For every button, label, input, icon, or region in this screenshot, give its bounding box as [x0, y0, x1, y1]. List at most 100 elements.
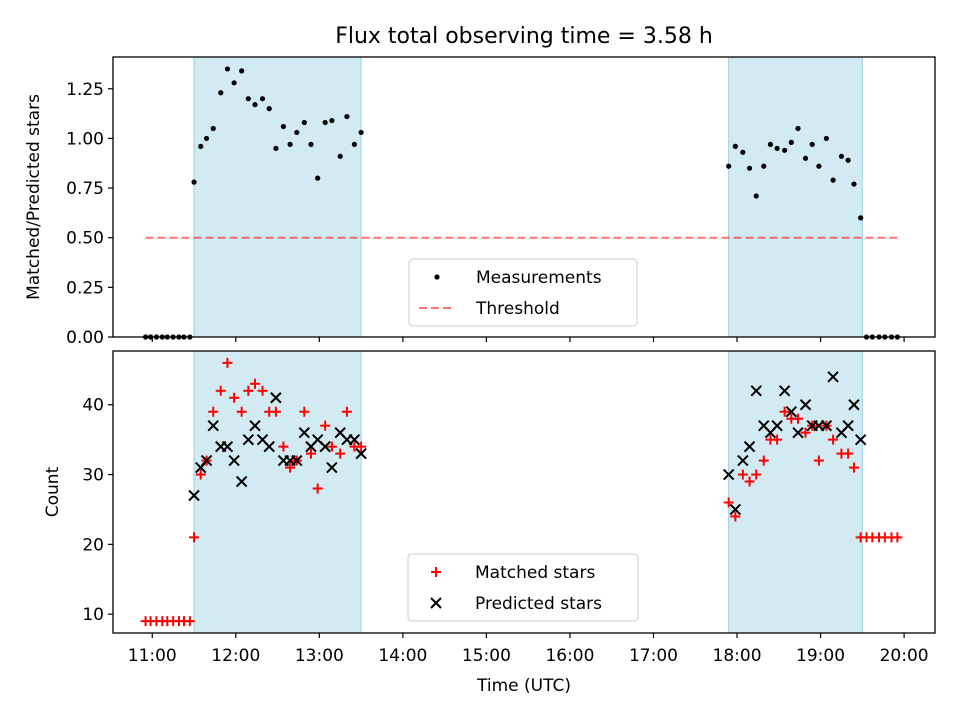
- marker-stroke: [792, 426, 804, 439]
- matched-star-marker: [215, 385, 226, 396]
- measurement-point: [753, 193, 759, 199]
- predicted-star-marker: [729, 503, 742, 516]
- predicted-star-marker: [778, 385, 791, 397]
- axes-frame: [112, 56, 936, 338]
- marker-stroke: [207, 419, 219, 432]
- marker-stroke: [242, 433, 255, 446]
- measurement-point: [782, 147, 788, 153]
- matched-star-marker: [326, 441, 337, 452]
- measurement-point: [726, 163, 732, 169]
- marker-stroke: [771, 419, 783, 432]
- predicted-star-marker: [792, 426, 804, 439]
- y-axis-label: Matched/Predicted stars: [24, 94, 44, 300]
- matched-star-marker: [222, 357, 233, 368]
- predicted-star-marker: [842, 419, 854, 432]
- predicted-star-marker: [848, 399, 860, 411]
- marker-stroke: [729, 503, 742, 516]
- measurement-point: [218, 90, 224, 96]
- measurement-point: [823, 135, 830, 142]
- marker-stroke: [737, 454, 749, 467]
- marker-stroke: [355, 447, 367, 460]
- matched-star-marker: [335, 448, 346, 459]
- y-tick-label: 20: [82, 535, 104, 555]
- matched-star-marker: [737, 469, 748, 480]
- marker-stroke: [758, 419, 770, 432]
- measurement-point: [838, 153, 845, 159]
- measurement-point: [191, 179, 197, 185]
- x-tick-label: 16:00: [545, 646, 594, 666]
- x-tick-label: 20:00: [880, 646, 929, 666]
- marker-stroke: [785, 406, 798, 418]
- measurement-point: [816, 163, 822, 169]
- star-count-panel: 10 20 30 40 11:00 12:00 13:00 14:00 15:00 16:00 17…: [43, 350, 936, 696]
- predicted-star-marker: [291, 454, 303, 467]
- measurement-point: [308, 141, 314, 147]
- matched-star-marker: [243, 385, 254, 396]
- matched-star-marker: [828, 434, 839, 445]
- matched-star-marker: [229, 392, 240, 403]
- predicted-star-marker: [820, 419, 833, 432]
- measurement-point: [746, 165, 753, 171]
- matched-star-marker: [208, 406, 219, 417]
- measurement-point: [845, 157, 851, 163]
- measurement-point: [280, 123, 287, 130]
- marker-stroke: [228, 454, 240, 467]
- marker-stroke: [820, 419, 833, 432]
- measurement-point: [224, 66, 231, 72]
- matched-star-marker: [723, 497, 734, 508]
- matched-star-marker: [758, 455, 769, 466]
- marker-stroke: [842, 419, 854, 432]
- matched-star-marker: [299, 406, 310, 417]
- y-tick-label: 0.50: [66, 229, 104, 249]
- marker-stroke: [348, 433, 361, 446]
- matched-star-marker: [278, 441, 289, 452]
- matched-star-marker: [813, 455, 824, 466]
- matched-star-marker: [250, 378, 261, 389]
- matched-star-marker: [751, 469, 762, 480]
- marker-stroke: [319, 440, 331, 453]
- measurement-point: [203, 135, 210, 142]
- matched-star-marker: [356, 441, 367, 452]
- measurement-point: [322, 119, 328, 126]
- y-axis-label: Count: [43, 466, 63, 517]
- measurement-point: [344, 113, 350, 120]
- predicted-star-marker: [771, 419, 783, 432]
- measurement-point: [732, 143, 738, 149]
- legend-predicted-swatch: [430, 597, 442, 609]
- x-tick-label: 13:00: [295, 646, 344, 666]
- legend-measurement-swatch: [434, 274, 440, 280]
- measurement-point: [273, 145, 279, 151]
- predicted-star-marker: [799, 399, 812, 411]
- marker-stroke: [854, 433, 867, 446]
- predicted-star-marker: [348, 433, 361, 446]
- predicted-star-marker: [854, 433, 867, 446]
- predicted-star-marker: [235, 475, 248, 488]
- marker-stroke: [270, 392, 282, 404]
- measurement-point: [301, 119, 307, 126]
- measurement-point: [259, 96, 266, 102]
- matched-star-marker: [236, 406, 247, 417]
- y-tick-label: 30: [82, 466, 104, 486]
- measurement-point: [809, 141, 815, 147]
- axes-frame: [112, 350, 936, 634]
- predicted-star-marker: [722, 468, 735, 481]
- legend-box: [408, 258, 638, 327]
- x-tick-label: 18:00: [713, 646, 762, 666]
- legend-entry-label: Predicted stars: [475, 594, 602, 614]
- marker-stroke: [722, 468, 735, 481]
- predicted-star-marker: [200, 454, 213, 467]
- marker-stroke: [326, 461, 338, 474]
- measurement-point: [210, 125, 216, 132]
- measurement-point: [245, 96, 251, 102]
- legend-box: [407, 553, 639, 622]
- matched-star-marker: [285, 462, 296, 473]
- matched-star-marker: [800, 427, 811, 438]
- predicted-star-marker: [737, 454, 749, 467]
- legend-entry-label: Threshold: [475, 299, 560, 319]
- measurement-point: [802, 155, 809, 161]
- legend: Matched stars Predicted stars: [407, 553, 639, 622]
- matched-star-marker: [793, 413, 803, 424]
- x-tick-label: 19:00: [796, 646, 845, 666]
- observing-window-band: [728, 350, 863, 634]
- legend-entry-label: Measurements: [476, 268, 602, 288]
